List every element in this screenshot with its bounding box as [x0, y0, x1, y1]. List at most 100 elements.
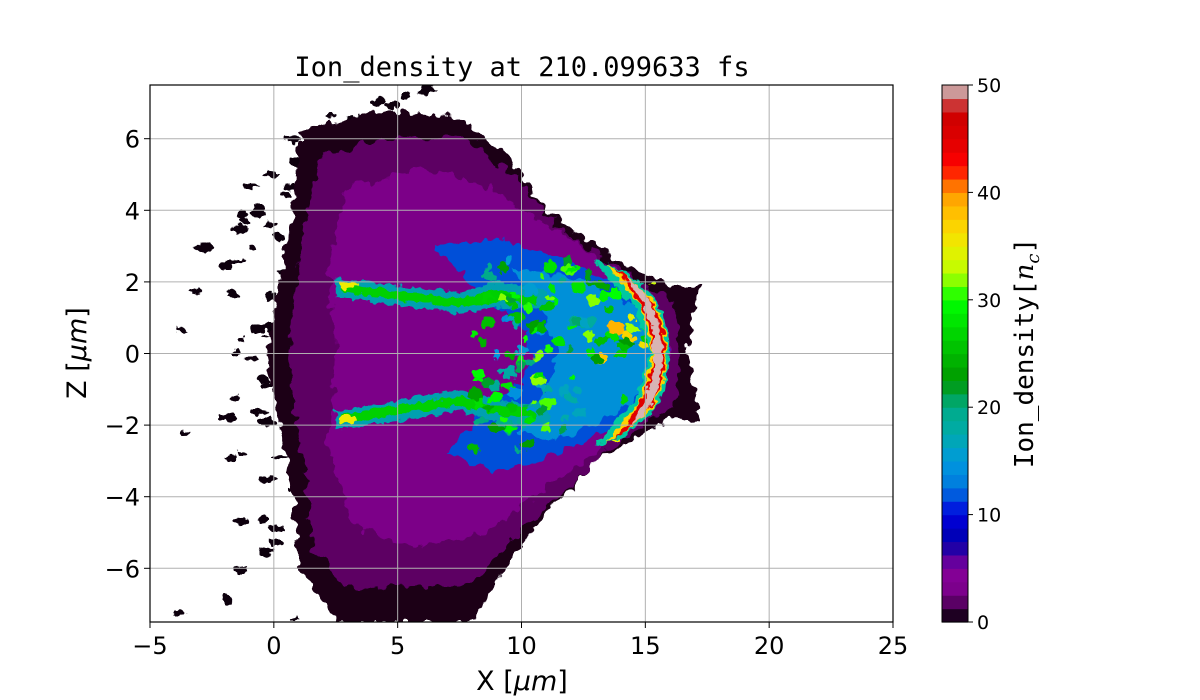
speckle — [551, 338, 566, 346]
colorbar-level — [942, 205, 968, 220]
speckle — [545, 260, 557, 273]
speckle — [506, 295, 517, 305]
speckle — [521, 439, 535, 449]
colorbar-level — [942, 568, 968, 583]
lower-filament-hotspot — [339, 415, 357, 425]
fragment — [231, 225, 250, 235]
colorbar-tick-label: 20 — [977, 397, 1001, 419]
colorbar-level — [942, 353, 968, 368]
upper-filament-hotspot — [339, 281, 357, 290]
speckle — [470, 443, 479, 454]
fragment — [268, 539, 282, 545]
colorbar-level — [942, 326, 968, 341]
fragment — [251, 409, 269, 415]
speckle — [498, 415, 509, 423]
fragment — [225, 455, 238, 462]
colorbar-level — [942, 313, 968, 328]
speckle — [569, 373, 576, 382]
colorbar-level — [942, 259, 968, 274]
fragment — [256, 374, 270, 383]
colorbar-level — [942, 111, 968, 126]
fragment — [401, 90, 409, 100]
colorbar-level — [942, 219, 968, 234]
colorbar-tick-label: 30 — [977, 290, 1001, 312]
colorbar-level — [942, 595, 968, 610]
speckle — [566, 343, 574, 356]
fragment — [371, 97, 387, 107]
colorbar-tick-label: 40 — [977, 182, 1001, 204]
fragment — [385, 102, 401, 109]
colorbar-level — [942, 460, 968, 475]
speckle — [608, 321, 624, 335]
fragment — [223, 594, 232, 605]
speckle — [472, 369, 484, 378]
speckle — [563, 266, 580, 274]
fragment — [237, 211, 248, 218]
colorbar-frame — [941, 84, 969, 623]
speckle — [521, 358, 538, 366]
colorbar-level — [942, 340, 968, 355]
speckle — [481, 377, 493, 389]
speckle — [534, 373, 545, 379]
colorbar-level — [942, 554, 968, 569]
y-tick-label: −2 — [105, 412, 140, 440]
x-tick-label: 20 — [754, 632, 785, 660]
speckle — [544, 346, 553, 353]
x-tick-label: 10 — [506, 632, 537, 660]
y-tick-label: 6 — [125, 126, 140, 154]
speckle — [537, 320, 547, 333]
fragment — [217, 261, 234, 271]
speckle — [590, 353, 603, 365]
speckle — [480, 404, 497, 412]
fragment — [258, 515, 270, 523]
fragment — [227, 290, 239, 298]
fragment — [282, 135, 294, 140]
colorbar-label-n: n — [1010, 264, 1040, 281]
speckle — [485, 263, 491, 271]
x-axis-label: X [μm] — [476, 666, 568, 697]
speckle — [535, 349, 545, 362]
colorbar-level — [942, 407, 968, 422]
speckle — [619, 338, 636, 346]
colorbar-tick-label: 10 — [977, 505, 1001, 527]
speckle — [468, 388, 483, 401]
fragment — [229, 394, 240, 403]
speckle — [497, 366, 515, 373]
speckle — [523, 304, 533, 315]
speckle — [594, 336, 608, 345]
fragment — [244, 356, 261, 361]
colorbar-level — [942, 434, 968, 449]
y-axis: −6 −4 −2 0 2 4 6 — [105, 126, 150, 583]
speckle — [492, 350, 500, 361]
colorbar-level — [942, 541, 968, 556]
x-tick-label: 15 — [630, 632, 661, 660]
fragment — [230, 349, 241, 356]
colorbar-level — [942, 447, 968, 462]
x-tick-label: 0 — [266, 632, 281, 660]
colorbar-label-sub: c — [1023, 253, 1044, 263]
speckle — [480, 317, 496, 329]
colorbar-level — [942, 85, 968, 100]
speckle — [586, 295, 600, 307]
fragment — [264, 222, 278, 229]
x-axis-label-end: ] — [557, 666, 568, 697]
speckle — [605, 305, 614, 314]
speckle — [488, 392, 505, 403]
fragment — [248, 245, 257, 251]
speckle — [508, 387, 523, 400]
fragment — [237, 450, 246, 456]
speckle — [480, 292, 493, 302]
colorbar-label-end: ] — [1010, 238, 1040, 254]
colorbar-level — [942, 165, 968, 180]
colorbar-label-main: Ion_density[ — [1010, 280, 1040, 468]
x-tick-label: 25 — [878, 632, 909, 660]
speckle — [596, 281, 609, 290]
speckle — [565, 393, 577, 404]
x-axis: −5 0 5 10 15 20 25 — [132, 622, 908, 660]
fragment — [231, 517, 249, 525]
fragment — [239, 216, 249, 225]
speckle — [558, 385, 571, 396]
lower-filament-outer — [335, 389, 552, 429]
fragment — [263, 171, 280, 178]
